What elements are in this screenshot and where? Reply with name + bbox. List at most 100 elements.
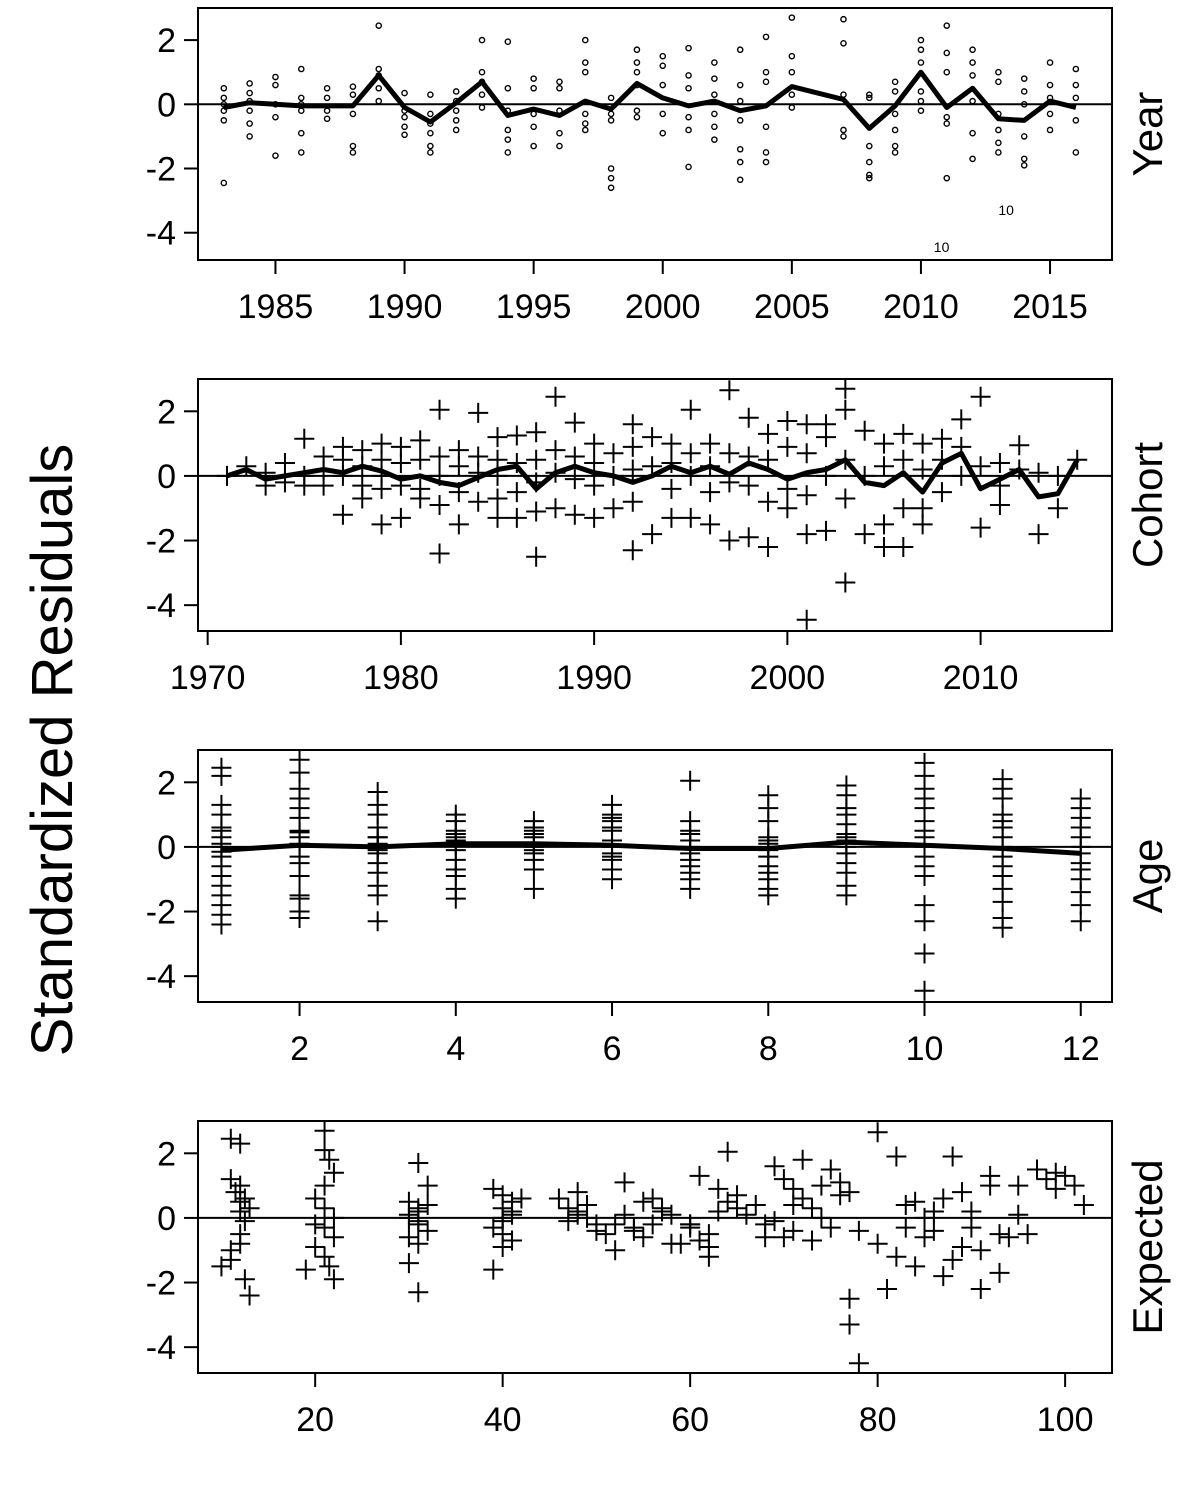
residual-point	[581, 36, 589, 44]
residual-point	[564, 469, 585, 490]
residual-point	[487, 507, 508, 528]
residual-point	[943, 113, 951, 121]
residual-point	[969, 72, 976, 79]
residual-point	[736, 1204, 757, 1225]
residual-point	[246, 89, 253, 97]
trend-line	[221, 839, 1081, 856]
residual-point	[840, 15, 847, 23]
residual-point	[835, 378, 856, 399]
plot-frame	[197, 749, 1113, 1003]
residual-point	[711, 91, 718, 98]
residual-point	[523, 878, 544, 899]
residual-point	[1064, 1175, 1085, 1196]
residual-point	[642, 524, 663, 545]
residual-point	[914, 943, 935, 964]
residual-point	[762, 68, 770, 76]
residual-point	[995, 139, 1002, 147]
residual-point	[969, 97, 976, 105]
residual-point	[367, 885, 388, 906]
residual-point	[711, 59, 718, 66]
residual-point	[970, 1279, 991, 1299]
residual-point	[297, 107, 305, 115]
residual-point	[564, 504, 585, 525]
residual-point	[708, 1201, 729, 1222]
residual-point	[840, 40, 847, 47]
x-tick-label: 10	[906, 1030, 944, 1068]
annotation-label: 10	[934, 239, 950, 255]
residual-point	[220, 1128, 241, 1149]
residual-point	[680, 399, 701, 420]
residual-point	[401, 89, 408, 97]
y-tick-label: 0	[157, 458, 176, 496]
residual-point	[762, 158, 770, 166]
residual-point	[584, 453, 605, 473]
residual-point	[912, 459, 933, 480]
residual-point	[865, 91, 873, 98]
residual-point	[952, 1237, 973, 1257]
residual-point	[1072, 65, 1080, 73]
residual-point	[873, 433, 894, 454]
residual-point	[478, 91, 486, 98]
residual-point	[854, 524, 875, 545]
panel-side-label: Expected	[1124, 1159, 1171, 1334]
residual-point	[783, 1220, 804, 1241]
residual-point	[305, 1214, 326, 1235]
residual-point	[943, 120, 951, 127]
residual-point	[895, 1195, 916, 1215]
residual-point	[567, 1204, 588, 1225]
residual-point	[1046, 110, 1054, 118]
x-tick-label: 2010	[883, 288, 959, 326]
residual-point	[230, 1133, 251, 1154]
residual-point	[603, 443, 624, 464]
residual-point	[452, 88, 460, 95]
y-tick-label: -2	[146, 151, 176, 189]
residual-point	[680, 824, 701, 844]
residual-point	[452, 107, 460, 115]
residual-point	[633, 107, 641, 115]
residual-point	[738, 407, 759, 428]
residual-point	[401, 123, 408, 131]
residual-point	[1028, 462, 1049, 483]
x-tick-label: 2000	[625, 288, 701, 326]
y-tick-label: 0	[157, 1200, 176, 1238]
residual-point	[504, 136, 512, 143]
residual-point	[796, 485, 817, 506]
residual-point	[659, 62, 667, 70]
residual-point	[633, 68, 641, 76]
residual-point	[989, 453, 1010, 473]
residual-point	[614, 1172, 635, 1193]
residual-point	[680, 443, 701, 464]
residual-point	[545, 386, 566, 407]
residual-point	[607, 110, 615, 118]
residual-point	[408, 1282, 429, 1303]
residual-point	[272, 152, 279, 159]
residual-point	[995, 149, 1002, 156]
residual-point	[738, 527, 759, 548]
residual-point	[762, 123, 770, 131]
residual-point	[211, 820, 232, 841]
residual-point	[905, 1191, 926, 1212]
residual-point	[764, 1211, 785, 1232]
residual-point	[633, 113, 641, 121]
residual-point	[802, 1198, 823, 1219]
residual-point	[504, 38, 512, 46]
residual-point	[230, 1175, 251, 1196]
y-tick-label: 0	[157, 86, 176, 124]
residual-point	[211, 1256, 232, 1277]
residual-point	[375, 84, 383, 92]
residual-point	[506, 482, 527, 503]
residual-point	[943, 68, 951, 76]
residual-point	[246, 80, 253, 87]
residual-point	[1070, 911, 1091, 932]
residual-point	[427, 142, 434, 150]
residual-point	[865, 174, 873, 182]
residual-point	[504, 84, 512, 92]
residual-point	[970, 517, 991, 538]
residual-point	[581, 110, 589, 118]
residual-point	[246, 133, 253, 140]
panel-cohort: 2 0 -2 -4 1970 1980 1990 2000 2010 Cohort	[146, 378, 1171, 697]
residual-point	[680, 770, 701, 791]
residual-point	[1046, 126, 1054, 134]
residual-point	[427, 129, 434, 137]
residual-point	[839, 1288, 860, 1309]
